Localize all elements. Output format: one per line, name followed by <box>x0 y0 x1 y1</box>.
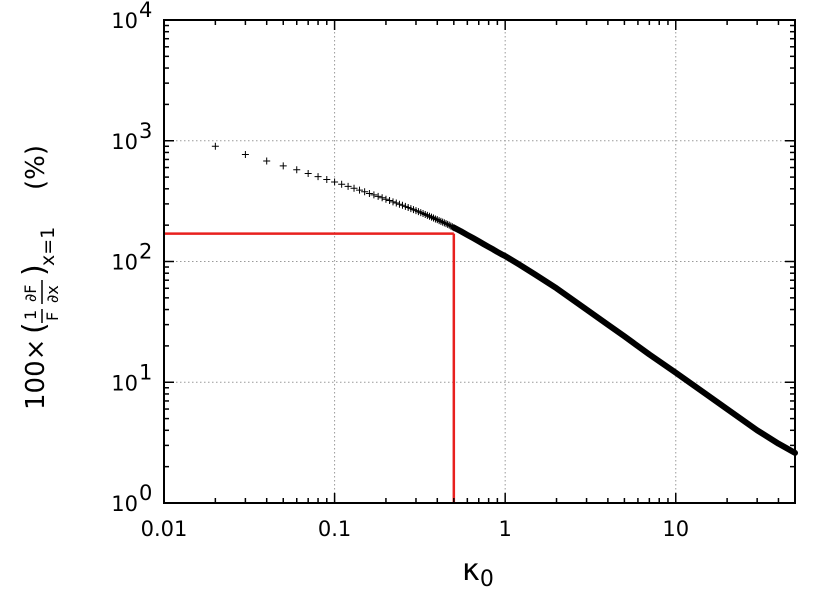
data-series <box>211 142 458 232</box>
data-point <box>392 199 400 207</box>
y-tick-label: 10 <box>111 251 138 275</box>
data-point <box>241 150 249 158</box>
y-axis-title: 100× ( 1 F ∂F ∂x ) x=1 (%) <box>17 145 62 410</box>
data-point <box>365 189 373 197</box>
svg-text:1: 1 <box>21 310 40 320</box>
y-tick-exponent: 0 <box>139 481 152 505</box>
data-point <box>356 186 364 194</box>
data-point <box>304 170 312 178</box>
data-point <box>331 178 339 186</box>
data-point <box>433 216 441 224</box>
data-point <box>374 192 382 200</box>
data-point <box>437 217 445 225</box>
data-point <box>344 182 352 190</box>
svg-text:F: F <box>43 312 62 321</box>
y-tick-exponent: 1 <box>139 360 152 384</box>
x-tick-label: 0.01 <box>141 517 188 541</box>
svg-text:): ) <box>17 264 52 276</box>
data-point <box>386 197 394 205</box>
data-point <box>263 157 271 165</box>
svg-text:100×: 100× <box>21 339 51 410</box>
svg-text:(: ( <box>17 322 52 334</box>
data-point <box>439 218 447 226</box>
axis-ticks <box>163 19 796 504</box>
data-point <box>398 201 406 209</box>
x-axis-title: κ0 <box>462 553 494 589</box>
svg-text:∂F: ∂F <box>21 285 40 302</box>
data-point <box>440 219 448 227</box>
data-point <box>370 191 378 199</box>
data-point <box>279 162 287 170</box>
y-tick-label: 10 <box>111 9 138 33</box>
x-tick-labels: 0.01 0.1 1 10 <box>141 517 690 541</box>
y-tick-exponent: 4 <box>139 0 152 22</box>
data-point <box>350 184 358 192</box>
data-point <box>435 217 443 225</box>
y-tick-label: 10 <box>111 492 138 516</box>
data-point <box>395 200 403 208</box>
svg-text:x=1: x=1 <box>37 227 59 266</box>
y-tick-exponent: 2 <box>139 240 152 264</box>
annotation-crosshair <box>164 232 456 503</box>
data-point <box>442 220 450 228</box>
x-tick-label: 0.1 <box>318 517 351 541</box>
x-tick-label: 10 <box>662 517 689 541</box>
data-point <box>389 198 397 206</box>
data-point <box>314 173 322 181</box>
data-curve <box>450 224 798 456</box>
svg-text:∂x: ∂x <box>43 285 62 303</box>
data-point <box>444 220 452 228</box>
data-point <box>445 221 453 229</box>
data-curve-line <box>450 224 798 456</box>
data-point <box>323 175 331 183</box>
y-tick-label: 10 <box>111 130 138 154</box>
data-point <box>382 195 390 203</box>
grid <box>164 20 795 503</box>
data-point <box>293 166 301 174</box>
svg-text:(%): (%) <box>21 145 51 190</box>
data-point <box>338 180 346 188</box>
data-point <box>211 142 219 150</box>
y-tick-label: 10 <box>111 371 138 395</box>
data-point <box>378 194 386 202</box>
data-point <box>361 188 369 196</box>
x-tick-label: 1 <box>498 517 511 541</box>
y-tick-exponent: 3 <box>139 119 152 143</box>
